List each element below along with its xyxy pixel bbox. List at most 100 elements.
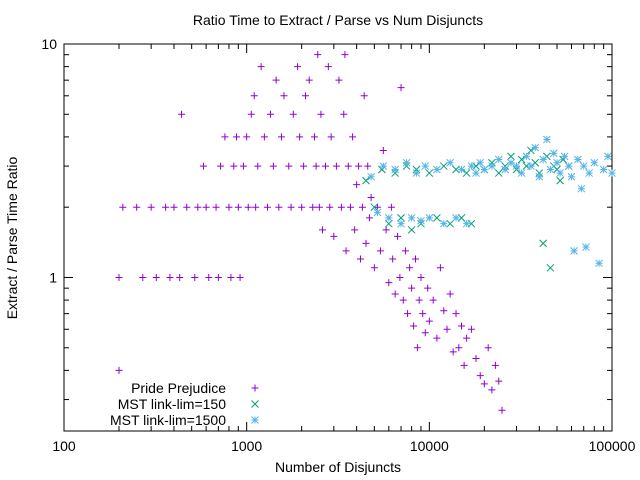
- data-point: [327, 133, 335, 141]
- data-point: [269, 162, 277, 170]
- data-point: [294, 63, 302, 71]
- data-point: [462, 169, 471, 177]
- data-point: [191, 273, 199, 281]
- data-point: [417, 273, 425, 281]
- x-tick-label: 100000: [589, 438, 636, 454]
- data-point: [379, 162, 388, 170]
- data-point: [289, 110, 297, 118]
- data-point: [230, 162, 238, 170]
- data-point: [439, 162, 448, 170]
- data-point: [527, 162, 535, 170]
- data-point: [462, 219, 471, 228]
- data-point: [321, 162, 329, 170]
- data-point: [280, 92, 288, 100]
- data-point: [455, 344, 463, 352]
- series-2: [362, 146, 573, 272]
- data-point: [429, 296, 437, 304]
- x-axis-label: Number of Disjuncts: [275, 459, 401, 475]
- data-point: [452, 214, 460, 222]
- data-point: [234, 203, 242, 211]
- data-point: [480, 165, 489, 174]
- data-point: [254, 162, 262, 170]
- x-tick-label: 100: [52, 438, 76, 454]
- data-point: [498, 406, 506, 414]
- legend-label: MST link-lim=1500: [110, 412, 226, 428]
- data-point: [543, 135, 551, 144]
- data-point: [315, 203, 323, 211]
- data-point: [419, 310, 427, 318]
- data-point: [205, 273, 213, 281]
- data-point: [577, 184, 586, 193]
- data-point: [221, 133, 229, 141]
- data-point: [440, 307, 448, 315]
- data-point: [170, 203, 178, 211]
- data-point: [446, 158, 455, 167]
- data-point: [326, 203, 334, 211]
- data-point: [452, 165, 460, 174]
- data-point: [394, 232, 402, 240]
- data-point: [546, 165, 555, 174]
- data-point: [449, 348, 457, 356]
- data-point: [494, 155, 503, 164]
- data-point: [367, 194, 375, 202]
- data-point: [415, 296, 423, 304]
- data-point: [139, 273, 147, 281]
- data-point: [391, 165, 400, 174]
- data-point: [488, 162, 496, 170]
- data-point: [385, 279, 393, 287]
- data-point: [556, 176, 564, 185]
- data-point: [239, 162, 247, 170]
- data-point: [399, 296, 407, 304]
- data-point: [531, 158, 540, 167]
- data-point: [433, 334, 441, 342]
- data-point: [351, 226, 359, 234]
- data-point: [425, 169, 434, 177]
- data-point: [250, 92, 258, 100]
- data-point: [599, 165, 608, 174]
- data-point: [387, 203, 395, 211]
- data-point: [480, 380, 488, 388]
- y-tick-label: 10: [41, 36, 57, 52]
- data-point: [408, 284, 416, 292]
- data-point: [410, 322, 418, 330]
- data-point: [119, 203, 127, 211]
- data-point: [115, 366, 123, 374]
- data-point: [433, 165, 441, 174]
- data-point: [317, 110, 325, 118]
- data-point: [501, 165, 509, 174]
- data-point: [535, 172, 544, 181]
- data-point: [298, 203, 306, 211]
- data-point: [507, 152, 515, 161]
- data-point: [199, 162, 207, 170]
- data-point: [212, 203, 220, 211]
- data-point: [472, 354, 480, 362]
- data-point: [324, 63, 332, 71]
- data-point: [573, 155, 582, 164]
- data-point: [263, 203, 271, 211]
- data-point: [247, 110, 255, 118]
- data-point: [488, 386, 496, 394]
- data-point: [318, 226, 326, 234]
- data-point: [476, 372, 484, 380]
- data-point: [446, 219, 455, 228]
- data-point: [335, 76, 343, 84]
- data-point: [494, 169, 503, 177]
- data-point: [391, 290, 399, 298]
- data-point: [484, 344, 492, 352]
- data-point: [384, 219, 393, 228]
- y-axis-ticks: 1 10: [41, 36, 612, 401]
- data-point: [357, 255, 365, 263]
- data-point: [582, 243, 590, 251]
- legend-marker: [251, 416, 259, 424]
- legend-marker: [251, 384, 259, 392]
- data-point: [604, 152, 612, 161]
- data-point: [421, 162, 430, 170]
- data-point: [570, 247, 578, 255]
- data-point: [362, 239, 370, 247]
- data-point: [417, 216, 425, 225]
- data-point: [467, 162, 476, 170]
- data-point: [330, 232, 338, 240]
- data-point: [433, 214, 441, 222]
- data-point: [389, 255, 397, 263]
- x-tick-label: 10000: [410, 438, 449, 454]
